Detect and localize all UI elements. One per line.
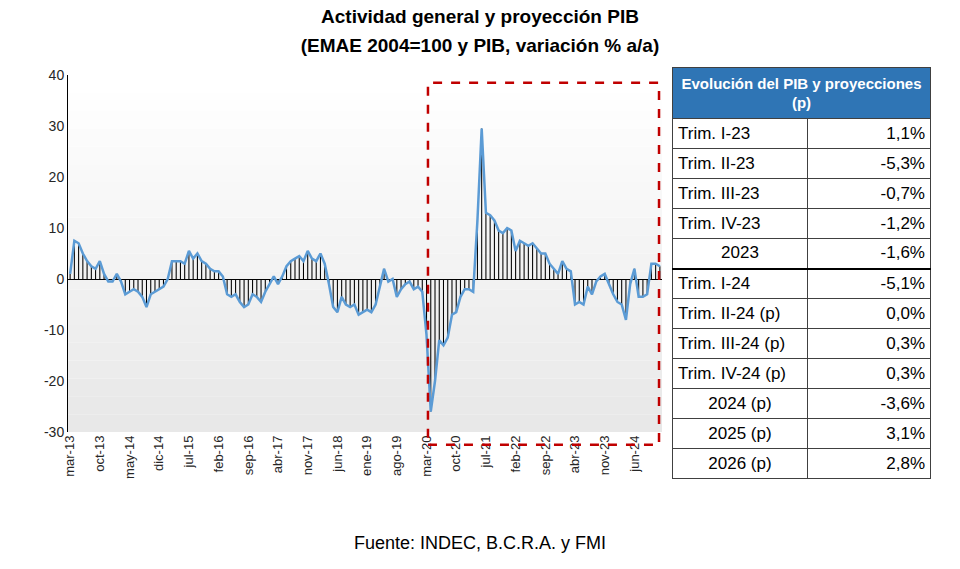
svg-text:sep-16: sep-16 (241, 436, 256, 476)
html-text:0,0%: 0,0% (886, 303, 925, 323)
html-text:2,8%: 2,8% (886, 453, 925, 473)
html-text:3,1%: 3,1% (886, 423, 925, 443)
html-text:0,3%: 0,3% (886, 333, 925, 353)
svg-text:10: 10 (49, 220, 65, 236)
html-text:2025 (p): 2025 (p) (708, 423, 772, 443)
html-text:-0,7%: -0,7% (880, 183, 925, 203)
svg-text:ene-19: ene-19 (359, 436, 374, 476)
svg-text:20: 20 (49, 169, 65, 185)
html-text:2026 (p): 2026 (p) (708, 453, 772, 473)
svg-text:jul-15: jul-15 (181, 436, 196, 469)
svg-text:nov-17: nov-17 (300, 436, 315, 476)
html-text:0,3%: 0,3% (886, 363, 925, 383)
svg-text:nov-23: nov-23 (597, 436, 612, 476)
html-text:(EMAE 2004=100 y PIB, variació: (EMAE 2004=100 y PIB, variación % a/a) (300, 35, 660, 56)
svg-text:-30: -30 (44, 424, 64, 440)
svg-text:abr-23: abr-23 (567, 436, 582, 474)
html-text:Actividad general y proyección: Actividad general y proyección PIB (321, 6, 639, 27)
html-text:Trim. II-24 (p): Trim. II-24 (p) (678, 303, 781, 323)
svg-text:mar-20: mar-20 (419, 436, 434, 477)
svg-text:feb-22: feb-22 (508, 436, 523, 473)
html-text:Trim. I-23: Trim. I-23 (678, 123, 751, 143)
svg-text:30: 30 (49, 118, 65, 134)
html-text:Fuente: INDEC, B.C.R.A. y FMI: Fuente: INDEC, B.C.R.A. y FMI (354, 533, 606, 553)
html-text:-5,3%: -5,3% (880, 153, 925, 173)
html-text:-1,6%: -1,6% (880, 243, 925, 263)
html-text:Evolución del PIB y proyeccion: Evolución del PIB y proyecciones (p) (681, 75, 922, 111)
svg-text:abr-17: abr-17 (270, 436, 285, 474)
svg-text:oct-20: oct-20 (448, 436, 463, 472)
svg-text:ago-19: ago-19 (389, 436, 404, 476)
html-text:Trim. II-23: Trim. II-23 (678, 153, 755, 173)
svg-text:mar-13: mar-13 (62, 436, 77, 477)
html-text:-3,6%: -3,6% (880, 393, 925, 413)
svg-text:jun-18: jun-18 (330, 436, 345, 473)
html-text:Trim. I-24: Trim. I-24 (678, 273, 751, 293)
svg-text:oct-13: oct-13 (92, 436, 107, 472)
svg-text:may-14: may-14 (122, 436, 137, 479)
svg-text:sep-22: sep-22 (538, 436, 553, 476)
html-text:-5,1%: -5,1% (880, 273, 925, 293)
svg-text:0: 0 (56, 271, 64, 287)
svg-text:jul-21: jul-21 (478, 436, 493, 469)
svg-text:-10: -10 (44, 322, 64, 338)
svg-text:jun-24: jun-24 (627, 436, 642, 473)
svg-text:dic-14: dic-14 (151, 436, 166, 471)
html-text:Trim. III-23: Trim. III-23 (678, 183, 760, 203)
svg-text:40: 40 (49, 67, 65, 83)
svg-text:-20: -20 (44, 373, 64, 389)
html-text:-1,2%: -1,2% (880, 213, 925, 233)
html-text:Trim. III-24 (p): Trim. III-24 (p) (678, 333, 785, 353)
html-text:1,1%: 1,1% (886, 123, 925, 143)
html-text:2023: 2023 (721, 243, 759, 263)
html-text:Trim. IV-24 (p): Trim. IV-24 (p) (678, 363, 786, 383)
html-text:2024 (p): 2024 (p) (708, 393, 772, 413)
html-text:Trim. IV-23: Trim. IV-23 (678, 213, 761, 233)
svg-text:feb-16: feb-16 (211, 436, 226, 473)
